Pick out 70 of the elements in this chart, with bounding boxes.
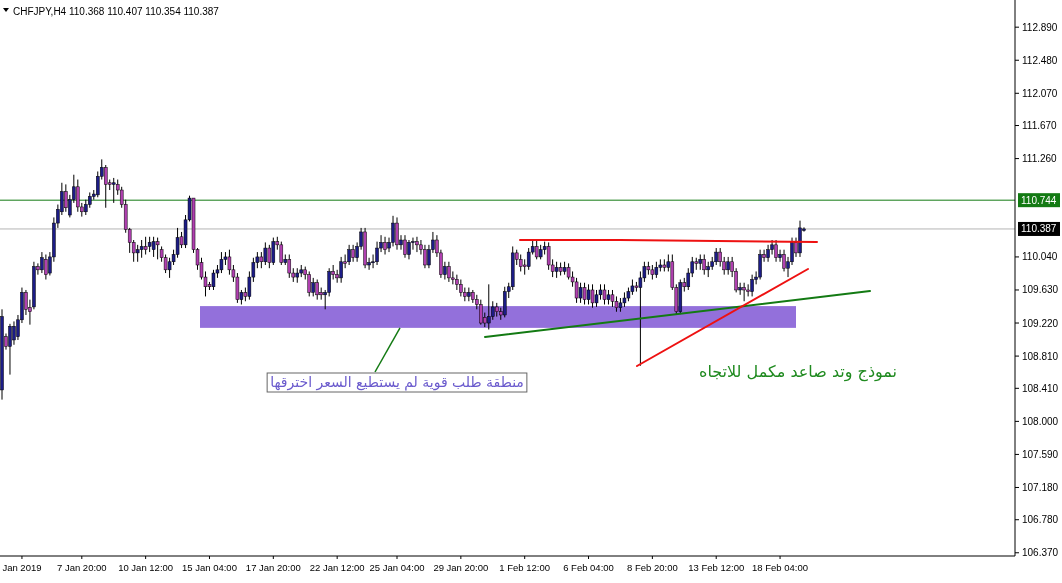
candlestick [307, 270, 311, 297]
candlestick [155, 237, 160, 260]
candlestick [76, 179, 80, 213]
candlestick [315, 279, 319, 301]
y-tick-label: 109.220 [1022, 317, 1059, 329]
candlestick [487, 283, 491, 330]
candlestick [586, 283, 591, 305]
x-tick-label: 10 Jan 12:00 [118, 561, 174, 573]
candlestick [339, 256, 343, 284]
y-tick-label: 110.040 [1022, 251, 1058, 263]
y-tick-label: 106.370 [1022, 547, 1059, 559]
candlestick [311, 277, 315, 297]
candlestick [702, 254, 706, 276]
candlestick [351, 244, 355, 263]
ref-line-label: 110.387 [1021, 223, 1057, 235]
candlestick [347, 244, 351, 266]
annotation: منطقة طلب قوية لم يستطيع السعر اخترقها [270, 374, 524, 391]
candlestick [479, 299, 483, 326]
y-tick-label: 111.670 [1022, 120, 1058, 132]
candlestick [64, 183, 68, 213]
x-tick-label: 15 Jan 04:00 [182, 561, 237, 573]
candlestick [103, 164, 108, 209]
candlestick [8, 323, 12, 376]
y-tick-label: 112.070 [1022, 87, 1058, 99]
candlestick [383, 236, 387, 256]
x-tick-label: 13 Feb 12:00 [688, 561, 745, 573]
candlestick [718, 247, 722, 268]
candlestick [395, 216, 399, 251]
candlestick [263, 241, 268, 266]
ref-line-label: 110.744 [1021, 194, 1057, 206]
candlestick [742, 282, 746, 302]
candlestick [750, 274, 754, 297]
candlestick [267, 244, 272, 269]
x-tick-label: 18 Feb 04:00 [752, 561, 809, 573]
candlestick [582, 282, 587, 305]
candlestick [774, 239, 778, 263]
y-tick-label: 108.810 [1022, 350, 1059, 362]
candlestick [287, 254, 292, 279]
candlestick [502, 286, 507, 318]
candlestick [415, 236, 419, 253]
candlestick [423, 244, 427, 269]
y-tick-label: 111.260 [1022, 153, 1058, 165]
y-tick-label: 106.780 [1022, 514, 1059, 526]
candlestick [447, 261, 451, 283]
candlestick [758, 249, 762, 280]
candlestick [578, 282, 583, 304]
y-tick-label: 108.000 [1022, 415, 1059, 427]
y-tick-label: 107.590 [1022, 448, 1059, 460]
candlestick [766, 244, 770, 263]
candlestick [746, 283, 750, 297]
x-tick-label: 1 Feb 12:00 [499, 561, 551, 573]
annotation: نموذج وتد صاعد مكمل للاتجاه [699, 361, 897, 382]
x-tick-label: 17 Jan 20:00 [245, 561, 301, 573]
x-tick-label: 7 Jan 20:00 [56, 561, 107, 573]
candlestick [403, 234, 407, 259]
candlestick [44, 254, 48, 280]
chart-title: CHFJPY,H4 110.368 110.407 110.354 110.387 [13, 5, 220, 17]
y-tick-label: 108.410 [1022, 382, 1059, 394]
y-tick-label: 112.890 [1022, 21, 1058, 33]
x-tick-label: 22 Jan 12:00 [309, 561, 365, 573]
x-tick-label: 29 Jan 20:00 [433, 561, 489, 573]
candlestick [491, 300, 495, 321]
y-tick-label: 107.180 [1022, 481, 1059, 493]
y-tick-label: 112.480 [1022, 54, 1058, 66]
x-tick-label: 8 Feb 20:00 [627, 561, 678, 573]
candlestick [407, 239, 411, 260]
x-tick-label: 25 Jan 04:00 [369, 561, 425, 573]
x-tick-label: 6 Feb 04:00 [563, 561, 614, 573]
y-tick-label: 109.630 [1022, 284, 1059, 296]
x-tick-label: Jan 2019 [2, 561, 42, 573]
